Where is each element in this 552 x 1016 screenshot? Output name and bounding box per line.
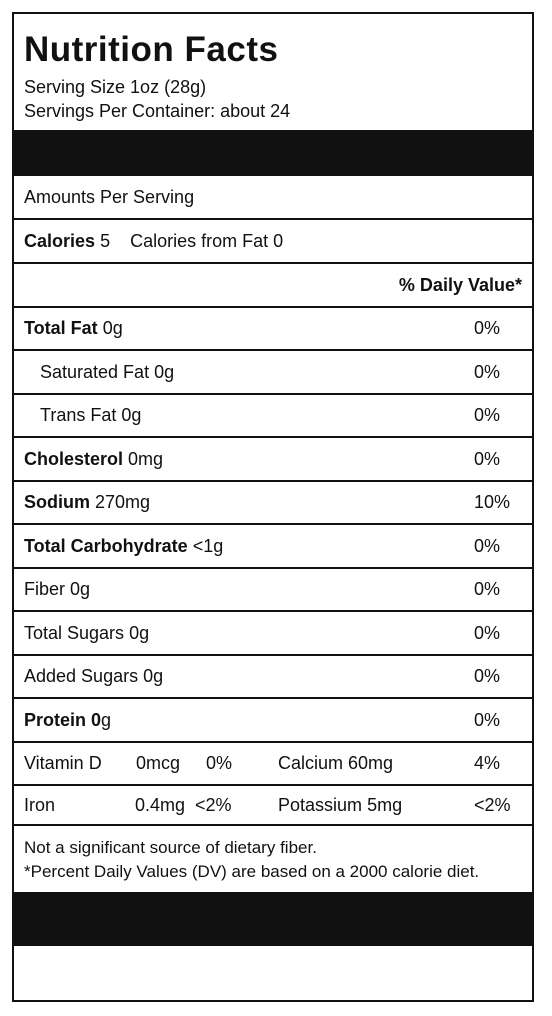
- nutrient-name: Sodium: [24, 492, 90, 512]
- amounts-per-serving-label: Amounts Per Serving: [24, 187, 195, 207]
- vitamin-amount: 0.4mg: [135, 795, 186, 815]
- calories-value: 5: [100, 231, 111, 251]
- nutrient-name: Protein: [24, 710, 87, 730]
- thick-divider-top: [14, 130, 532, 176]
- servings-per-container: Servings Per Container: about 24: [24, 101, 291, 121]
- vitamin-row-2: Iron 0.4mg <2% Potassium 5mg <2%: [14, 786, 532, 826]
- nutrient-dv: 0%: [474, 579, 501, 599]
- nutrient-row-total-carbohydrate: Total Carbohydrate <1g 0%: [14, 525, 532, 569]
- mineral-name: Potassium: [278, 795, 363, 815]
- nutrient-row-sodium: Sodium 270mg 10%: [14, 482, 532, 525]
- nutrient-unit: g: [101, 710, 112, 730]
- nutrient-amount: 270mg: [95, 492, 151, 512]
- nutrient-name: Trans Fat: [40, 405, 117, 425]
- daily-value-header-row: % Daily Value*: [14, 264, 532, 308]
- calories-from-fat: Calories from Fat 0: [130, 231, 284, 251]
- nutrient-row-added-sugars: Added Sugars 0g 0%: [14, 656, 532, 699]
- nutrient-amount: <1g: [192, 536, 224, 556]
- nutrient-dv: 0%: [474, 536, 501, 556]
- nutrient-amount: 0g: [121, 405, 142, 425]
- thick-divider-bottom: [14, 892, 532, 946]
- nutrient-dv: 0%: [474, 318, 501, 338]
- calories-row: Calories 5 Calories from Fat 0: [14, 220, 532, 264]
- nutrient-row-cholesterol: Cholesterol 0mg 0%: [14, 438, 532, 482]
- nutrient-amount: 0: [91, 710, 102, 730]
- vitamin-name: Iron: [24, 795, 56, 815]
- nutrient-amount: 0g: [154, 362, 175, 382]
- footnote-block: Not a significant source of dietary fibe…: [14, 826, 532, 892]
- mineral-dv: <2%: [474, 795, 511, 815]
- mineral-dv: 4%: [474, 753, 501, 773]
- nutrient-dv: 0%: [474, 449, 501, 469]
- label-title: Nutrition Facts: [24, 30, 279, 69]
- nutrient-dv: 0%: [474, 362, 501, 382]
- nutrient-row-total-sugars: Total Sugars 0g 0%: [14, 612, 532, 656]
- nutrient-row-total-fat: Total Fat 0g 0%: [14, 308, 532, 351]
- nutrient-name: Saturated Fat: [40, 362, 150, 382]
- mineral-amount: 5mg: [367, 795, 403, 815]
- label-header: Nutrition Facts Serving Size 1oz (28g) S…: [14, 14, 532, 130]
- nutrient-dv: 0%: [474, 710, 501, 730]
- nutrient-row-fiber: Fiber 0g 0%: [14, 569, 532, 612]
- nutrient-row-protein: Protein 0g 0%: [14, 699, 532, 743]
- nutrient-dv: 0%: [474, 666, 501, 686]
- nutrient-name: Added Sugars: [24, 666, 139, 686]
- blank-footer-area: [14, 946, 532, 1000]
- nutrient-amount: 0g: [70, 579, 91, 599]
- nutrient-dv: 0%: [474, 623, 501, 643]
- daily-value-header: % Daily Value*: [398, 275, 522, 295]
- nutrient-name: Total Sugars: [24, 623, 125, 643]
- serving-size: Serving Size 1oz (28g): [24, 77, 207, 97]
- nutrient-name: Fiber: [24, 579, 66, 599]
- footnote-fiber: Not a significant source of dietary fibe…: [24, 838, 317, 857]
- nutrient-name: Total Fat: [24, 318, 98, 338]
- nutrient-name: Cholesterol: [24, 449, 124, 469]
- vitamin-dv: 0%: [206, 753, 233, 773]
- nutrition-facts-label: Nutrition Facts Serving Size 1oz (28g) S…: [12, 12, 534, 1002]
- amounts-per-serving-row: Amounts Per Serving: [14, 176, 532, 220]
- mineral-name: Calcium: [278, 753, 344, 773]
- nutrient-row-trans-fat: Trans Fat 0g 0%: [14, 395, 532, 438]
- nutrient-amount: 0g: [102, 318, 123, 338]
- vitamin-name: Vitamin D: [24, 753, 102, 773]
- nutrient-amount: 0g: [143, 666, 164, 686]
- mineral-amount: 60mg: [348, 753, 394, 773]
- nutrient-amount: 0mg: [128, 449, 164, 469]
- vitamin-dv: <2%: [195, 795, 232, 815]
- nutrient-dv: 10%: [474, 492, 511, 512]
- vitamin-amount: 0mcg: [136, 753, 181, 773]
- nutrient-name: Total Carbohydrate: [24, 536, 188, 556]
- nutrient-dv: 0%: [474, 405, 501, 425]
- vitamin-row-1: Vitamin D 0mcg 0% Calcium 60mg 4%: [14, 743, 532, 786]
- footnote-daily-values: *Percent Daily Values (DV) are based on …: [24, 862, 480, 881]
- calories-label: Calories: [24, 231, 96, 251]
- nutrient-row-saturated-fat: Saturated Fat 0g 0%: [14, 351, 532, 395]
- nutrient-amount: 0g: [129, 623, 150, 643]
